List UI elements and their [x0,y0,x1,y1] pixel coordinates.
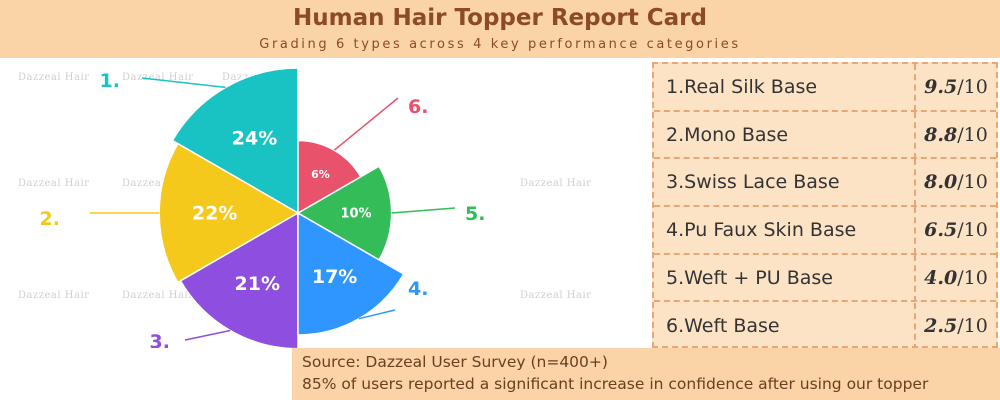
base-type-name: 4.Pu Faux Skin Base [666,219,857,242]
slice-marker: 1. [100,70,120,92]
leader-line [358,309,396,320]
chart-value-labels: 24% 22% 21% 17% 10% 6% [192,127,372,295]
chart-slices [158,67,405,348]
leader-line [184,329,231,341]
cell-divider [914,111,916,159]
score-table: 1.Real Silk Base 9.5/10 2.Mono Base 8.8/… [652,62,998,351]
polar-pie-chart: 24% 22% 21% 17% 10% 6% 1. 2. 3. 4. 5. 6. [40,67,486,348]
cell-divider [914,64,916,111]
slice-marker: 6. [408,96,428,118]
pie-slice [158,142,300,284]
slice-percent-label: 24% [232,127,277,149]
base-type-name: 5.Weft + PU Base [666,266,833,289]
watermark-text: Dazzeal Hair [18,290,90,301]
chart-leader-lines [90,77,456,341]
pie-slice [179,211,299,348]
score-value: 4.0/10 [924,266,988,289]
score-value: 8.8/10 [924,123,988,146]
slice-marker: 5. [465,203,485,225]
base-type-name: 2.Mono Base [666,123,789,146]
leader-line [391,207,456,214]
slice-percent-label: 21% [235,273,280,295]
slice-percent-label: 22% [192,203,237,225]
score-row: 6.Weft Base 2.5/10 [654,302,996,351]
score-row: 2.Mono Base 8.8/10 [654,111,996,160]
score-row: 3.Swiss Lace Base 8.0/10 [654,159,996,208]
score-value: 8.0/10 [924,171,988,194]
watermark-text: Dazzeal Hair [18,72,90,83]
pie-slice [296,165,393,261]
watermark-text: Dazzeal Hair [122,72,194,83]
chart-slice-markers: 1. 2. 3. 4. 5. 6. [40,70,486,348]
source-footer: Source: Dazzeal User Survey (n=400+) 85%… [292,348,1000,400]
page-title: Human Hair Topper Report Card [293,5,707,31]
survey-note: 85% of users reported a significant incr… [302,375,929,393]
source-text: Source: Dazzeal User Survey (n=400+) [302,353,608,371]
base-type-name: 1.Real Silk Base [666,76,818,98]
watermark-text: Dazzeal Hair [520,290,592,301]
watermark-text: Dazzeal Hair [18,178,90,189]
cell-divider [914,207,916,255]
cell-divider [914,159,916,207]
score-row: 4.Pu Faux Skin Base 6.5/10 [654,207,996,255]
watermark-text: Dazzeal Hair [520,178,592,189]
slice-marker: 2. [40,208,60,230]
leader-line [333,97,399,151]
base-type-name: 3.Swiss Lace Base [666,171,840,194]
score-value: 6.5/10 [924,219,988,242]
score-row: 1.Real Silk Base 9.5/10 [654,64,996,112]
watermark-text: Dazzeal Hair [122,178,194,189]
page-subtitle: Grading 6 types across 4 key performance… [259,37,741,52]
leader-line [141,77,226,89]
score-value: 9.5/10 [924,76,988,98]
score-value: 2.5/10 [924,314,988,337]
base-type-name: 6.Weft Base [666,314,780,337]
watermark-text: Dazzeal Hair [122,290,194,301]
score-row: 5.Weft + PU Base 4.0/10 [654,254,996,303]
slice-percent-label: 17% [312,266,357,288]
slice-percent-label: 6% [311,168,330,181]
header-banner: Human Hair Topper Report Card Grading 6 … [0,0,1000,58]
pie-slice [297,139,362,215]
slice-percent-label: 10% [340,207,371,222]
cell-divider [914,254,916,302]
slice-marker: 4. [408,278,428,300]
slice-marker: 3. [150,331,170,348]
cell-divider [914,302,916,350]
pie-slice [171,67,299,215]
